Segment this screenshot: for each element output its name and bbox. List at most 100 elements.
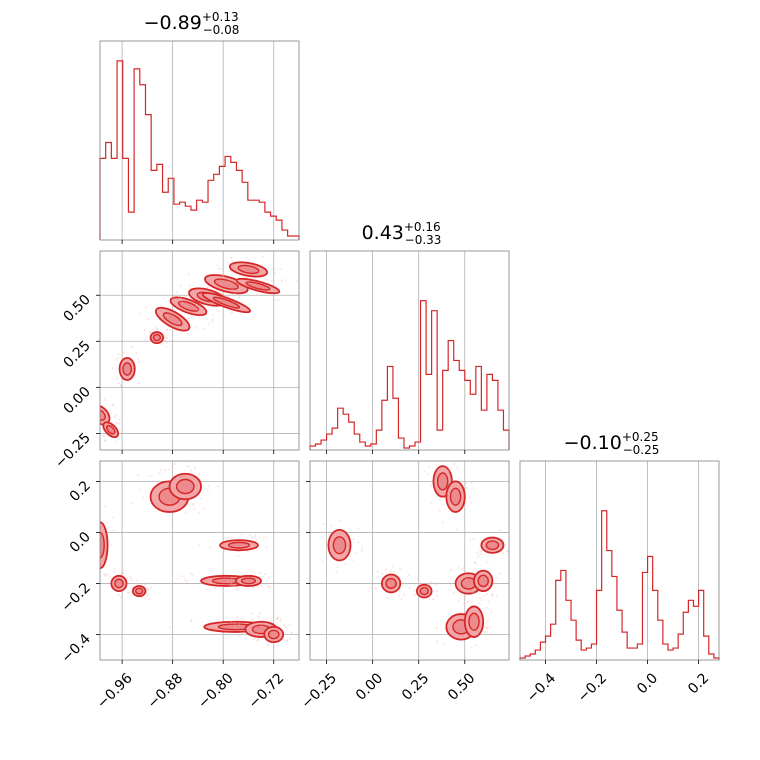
sample-point — [442, 503, 445, 506]
sample-point — [152, 328, 155, 331]
sample-point — [92, 433, 94, 435]
sample-point — [115, 421, 118, 425]
sample-point — [116, 377, 119, 380]
sample-point — [156, 500, 160, 504]
sample-point — [506, 549, 509, 553]
sample-point — [489, 610, 493, 613]
sample-point — [91, 582, 93, 584]
sample-point — [184, 581, 188, 585]
sample-point — [436, 589, 439, 592]
sample-point — [143, 329, 146, 332]
sample-point — [138, 312, 141, 315]
sample-point — [498, 529, 501, 532]
sample-point — [413, 593, 416, 597]
sample-point — [102, 434, 105, 438]
sample-point — [146, 582, 149, 585]
y-tick-label: −0.25 — [52, 430, 94, 472]
sample-point — [393, 571, 396, 574]
sample-point — [498, 572, 501, 575]
sample-point — [448, 588, 451, 591]
sample-point — [103, 435, 106, 438]
sample-point — [108, 409, 111, 412]
y-tick-label: −0.2 — [58, 580, 93, 615]
sample-point — [244, 587, 247, 590]
sample-point — [268, 585, 271, 589]
sample-point — [109, 576, 112, 579]
sample-point — [464, 577, 468, 581]
sample-point — [336, 565, 339, 568]
panel-frame — [99, 250, 300, 451]
sample-point — [288, 623, 292, 626]
sample-point — [193, 508, 196, 511]
contour-inner — [134, 587, 144, 595]
sample-point — [117, 593, 120, 597]
sample-point — [435, 594, 438, 598]
sample-point — [495, 577, 498, 580]
sample-point — [211, 318, 214, 321]
contour-inner — [240, 577, 257, 585]
sample-point — [448, 469, 451, 472]
sample-point — [165, 328, 169, 331]
sample-point — [465, 589, 468, 592]
sample-point — [351, 559, 354, 562]
sample-point — [487, 600, 490, 603]
sample-point — [240, 618, 243, 621]
sample-point — [135, 352, 138, 355]
sample-point — [184, 304, 187, 307]
sample-point — [188, 284, 191, 288]
sample-point — [392, 565, 395, 568]
sample-point — [248, 534, 252, 537]
sample-point — [464, 594, 467, 597]
sample-point — [118, 422, 121, 425]
sample-point — [484, 631, 487, 634]
sample-point — [280, 279, 283, 283]
sample-point — [339, 520, 342, 523]
sample-point — [245, 276, 248, 279]
sample-point — [147, 597, 150, 600]
sample-point — [195, 304, 198, 307]
sample-point — [111, 367, 114, 370]
histogram-series — [99, 60, 300, 240]
sample-point — [177, 305, 180, 308]
sample-point — [487, 619, 490, 622]
sample-point — [104, 574, 108, 577]
y-tick-label: 0.00 — [60, 384, 93, 417]
sample-point — [237, 289, 241, 293]
sample-point — [266, 644, 269, 647]
sample-point — [389, 570, 393, 573]
sample-point — [266, 278, 269, 281]
sample-point — [260, 624, 263, 628]
sample-point — [228, 269, 231, 272]
sample-point — [238, 623, 241, 626]
sample-point — [276, 617, 279, 621]
sample-point — [195, 326, 199, 329]
sample-point — [408, 586, 411, 589]
sample-point — [230, 582, 233, 585]
sample-point — [321, 560, 324, 563]
x-tick-label: 0.50 — [445, 670, 478, 703]
sample-point — [486, 627, 489, 631]
sample-point — [216, 264, 219, 267]
sample-point — [380, 572, 384, 576]
sample-point — [175, 291, 178, 294]
sample-point — [192, 502, 195, 505]
sample-point — [220, 283, 223, 286]
sample-point — [128, 590, 131, 594]
sample-point — [190, 469, 193, 472]
sample-point — [211, 320, 214, 323]
sample-point — [228, 281, 231, 284]
sample-point — [210, 570, 213, 573]
sample-point — [233, 622, 236, 625]
sample-point — [115, 358, 118, 361]
sample-point — [129, 575, 132, 579]
sample-point — [257, 637, 260, 640]
sample-point — [270, 279, 273, 282]
sample-point — [113, 568, 116, 571]
sample-point — [221, 273, 224, 276]
sample-point — [141, 496, 144, 499]
param-title: 0.43+0.16 −0.33 — [362, 220, 442, 247]
sample-point — [479, 549, 482, 553]
contour-inner — [152, 333, 162, 342]
sample-point — [501, 552, 504, 555]
